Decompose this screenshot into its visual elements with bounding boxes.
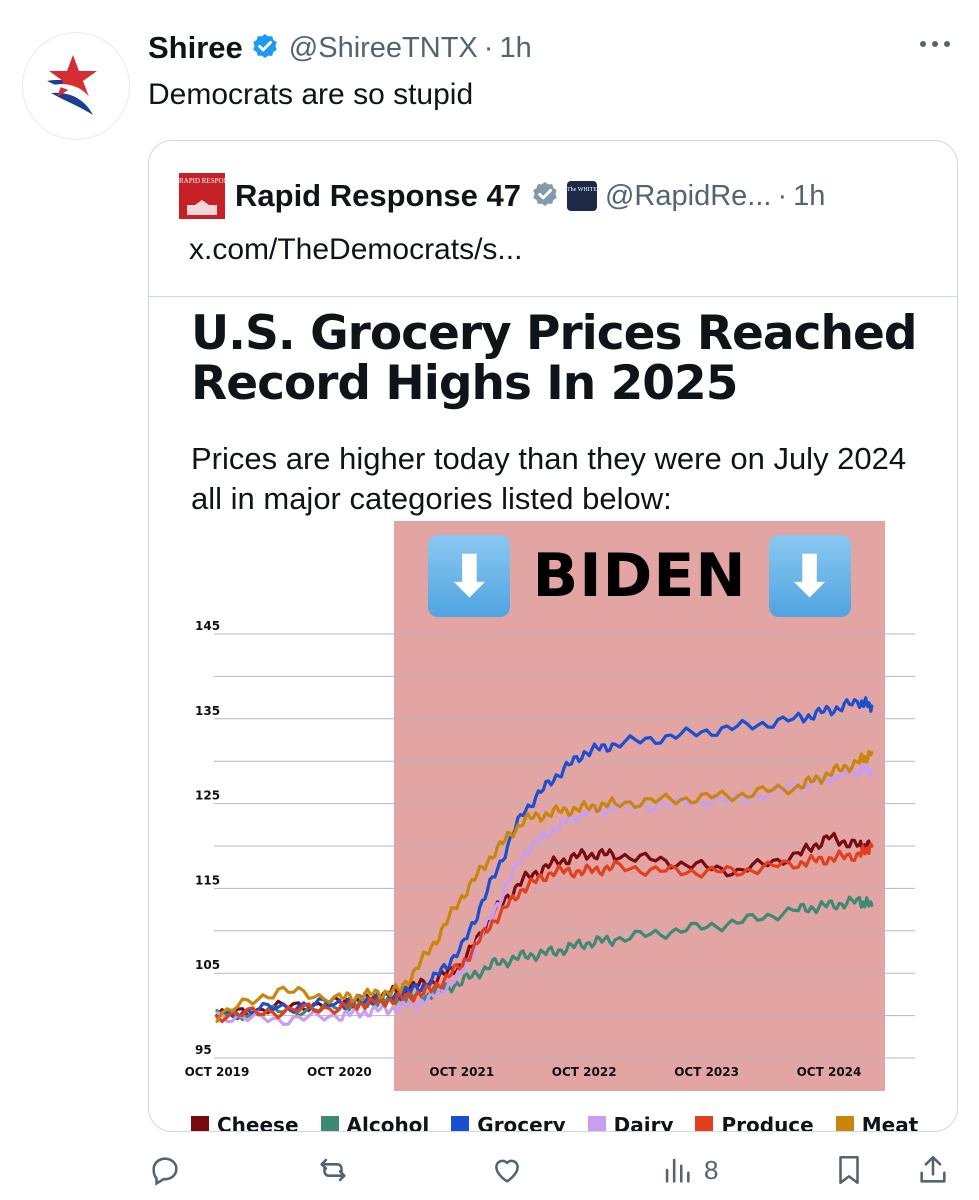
legend-swatch: [320, 1116, 339, 1131]
legend-swatch: [695, 1116, 714, 1131]
repost-button[interactable]: [316, 1145, 360, 1195]
heart-icon: [495, 1159, 519, 1183]
biden-band-label: ⬇ BIDEN ⬇: [394, 533, 885, 619]
tweet-time[interactable]: 1h: [499, 31, 532, 64]
down-arrow-icon: ⬇: [768, 535, 851, 617]
gray-verified-badge-icon[interactable]: [529, 180, 561, 212]
verified-badge-icon[interactable]: [249, 32, 281, 64]
graphic-subtitle: Prices are higher today than they were o…: [191, 441, 907, 516]
y-tick-label: 135: [195, 704, 220, 718]
more-options-icon[interactable]: [917, 34, 953, 54]
series-line-grocery: [215, 696, 874, 1021]
quoted-author-avatar[interactable]: RAPID RESPONSE: [179, 173, 237, 219]
tweet-header: Shiree @ShireeTNTX · 1h: [148, 28, 532, 68]
biden-text: BIDEN: [532, 541, 747, 611]
y-tick-label: 95: [195, 1043, 212, 1057]
y-tick-label: 145: [195, 619, 220, 633]
x-tick-label: OCT 2024: [797, 1065, 862, 1079]
quoted-avatar-text: RAPID RESPONSE: [179, 177, 237, 185]
quoted-author-name[interactable]: Rapid Response 47: [235, 178, 521, 213]
tweet-text: Democrats are so stupid: [148, 78, 474, 111]
author-avatar[interactable]: [22, 32, 130, 140]
x-tick-label: OCT 2019: [185, 1065, 250, 1079]
star-eagle-logo-icon: [47, 55, 97, 115]
reply-icon: [152, 1157, 178, 1186]
separator-dot: ·: [483, 31, 494, 64]
down-arrow-icon: ⬇: [428, 535, 511, 617]
views-count: 8: [704, 1154, 719, 1185]
reply-button[interactable]: [148, 1145, 192, 1195]
quoted-tweet-header: RAPID RESPONSE Rapid Response 47 The WHI…: [179, 173, 826, 219]
quoted-tweet-card[interactable]: RAPID RESPONSE Rapid Response 47 The WHI…: [148, 140, 958, 1132]
x-tick-label: OCT 2020: [307, 1065, 372, 1079]
legend-swatch: [587, 1116, 606, 1131]
legend-label: Alcohol: [346, 1113, 430, 1132]
legend-label: Grocery: [477, 1113, 566, 1132]
legend-item-cheese: Cheese: [191, 1113, 299, 1132]
repost-icon: [320, 1158, 346, 1182]
quoted-tweet-time[interactable]: 1h: [793, 179, 826, 212]
series-line-cheese: [215, 831, 874, 1018]
x-tick-label: OCT 2023: [674, 1065, 739, 1079]
legend-item-meat: Meat: [835, 1113, 919, 1132]
share-icon: [920, 1155, 946, 1183]
y-tick-label: 125: [195, 789, 220, 803]
views-bar-chart-icon: [665, 1158, 690, 1183]
legend-label: Meat: [861, 1113, 919, 1132]
quoted-tweet-link[interactable]: x.com/TheDemocrats/s...: [189, 233, 523, 266]
divider: [149, 296, 957, 297]
chart-legend: Cheese Alcohol Grocery Dairy Produce Meat: [191, 1113, 940, 1132]
grocery-price-chart: 145 135 125 115 105 95 OCT 2019 OCT 2020 OCT 202…: [185, 619, 915, 1079]
legend-swatch: [835, 1116, 854, 1131]
legend-item-dairy: Dairy: [587, 1113, 674, 1132]
author-handle[interactable]: @ShireeTNTX: [288, 31, 478, 64]
series-line-produce: [215, 842, 874, 1024]
legend-item-alcohol: Alcohol: [320, 1113, 430, 1132]
author-name[interactable]: Shiree: [148, 30, 243, 65]
share-button[interactable]: [916, 1145, 950, 1195]
legend-item-produce: Produce: [695, 1113, 814, 1132]
like-button[interactable]: [490, 1145, 534, 1195]
legend-label: Dairy: [613, 1113, 674, 1132]
x-tick-label: OCT 2021: [429, 1065, 494, 1079]
legend-label: Produce: [721, 1113, 814, 1132]
separator-dot: ·: [777, 179, 788, 212]
legend-swatch: [451, 1116, 470, 1131]
legend-item-grocery: Grocery: [451, 1113, 566, 1132]
bookmark-icon: [839, 1155, 859, 1185]
series-line-meat: [215, 749, 874, 1023]
series-line-alcohol: [215, 895, 874, 1022]
white-house-affiliation-badge[interactable]: The WHITE HOUSE: [566, 181, 619, 211]
views-button[interactable]: 8: [660, 1145, 718, 1195]
tweet-action-bar: 8: [148, 1145, 958, 1195]
y-tick-label: 115: [195, 873, 220, 887]
y-tick-label: 105: [195, 958, 220, 972]
bookmark-button[interactable]: [832, 1145, 866, 1195]
legend-swatch: [191, 1116, 209, 1131]
quoted-author-handle[interactable]: @RapidRe...: [604, 179, 772, 212]
legend-label: Cheese: [217, 1113, 299, 1132]
graphic-title: U.S. Grocery Prices Reached Record Highs…: [191, 306, 917, 411]
x-tick-label: OCT 2022: [552, 1065, 617, 1079]
white-house-icon: [187, 200, 217, 215]
